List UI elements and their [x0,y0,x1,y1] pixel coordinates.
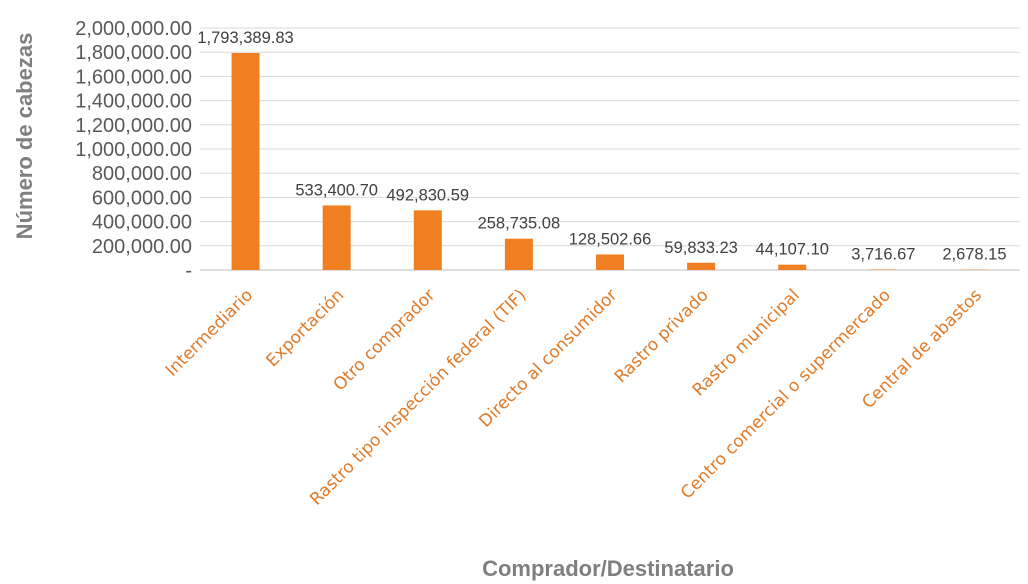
y-tick-label: 800,000.00 [92,163,192,185]
data-label: 258,735.08 [478,215,561,233]
y-tick-label: 2,000,000.00 [75,18,192,40]
x-tick-label: Rastro privado [611,285,713,387]
bar [687,262,716,270]
bar [231,52,260,270]
y-tick-label: - [185,260,192,282]
data-label: 492,830.59 [386,186,469,204]
y-axis-title: Número de cabezas [12,33,37,240]
y-tick-label: 1,800,000.00 [75,42,192,64]
y-tick-label: 200,000.00 [92,236,192,258]
bar [596,254,624,270]
y-tick-label: 400,000.00 [92,212,192,234]
x-tick-label: Intermediario [162,285,257,380]
data-label: 3,716.67 [851,246,915,264]
data-label: 44,107.10 [756,241,829,259]
y-tick-label: 600,000.00 [92,187,192,209]
data-label: 533,400.70 [295,181,378,199]
data-label: 1,793,389.83 [197,29,293,47]
data-label: 128,502.66 [569,230,652,248]
bar [413,210,442,270]
bar [322,205,351,270]
data-label: 59,833.23 [664,239,737,257]
x-tick-label: Exportación [262,285,348,371]
data-labels: 1,793,389.83 533,400.70 492,830.59 258,735.… [197,29,1006,264]
data-label: 2,678.15 [942,246,1006,264]
bar [504,238,533,270]
y-tick-label: 1,000,000.00 [75,139,192,161]
bars [231,52,989,270]
y-tick-label: 1,200,000.00 [75,115,192,137]
x-axis-title: Comprador/Destinatario [482,556,734,581]
bar [778,264,807,270]
y-tick-label: 1,400,000.00 [75,91,192,113]
y-tick-label: 1,600,000.00 [75,66,192,88]
